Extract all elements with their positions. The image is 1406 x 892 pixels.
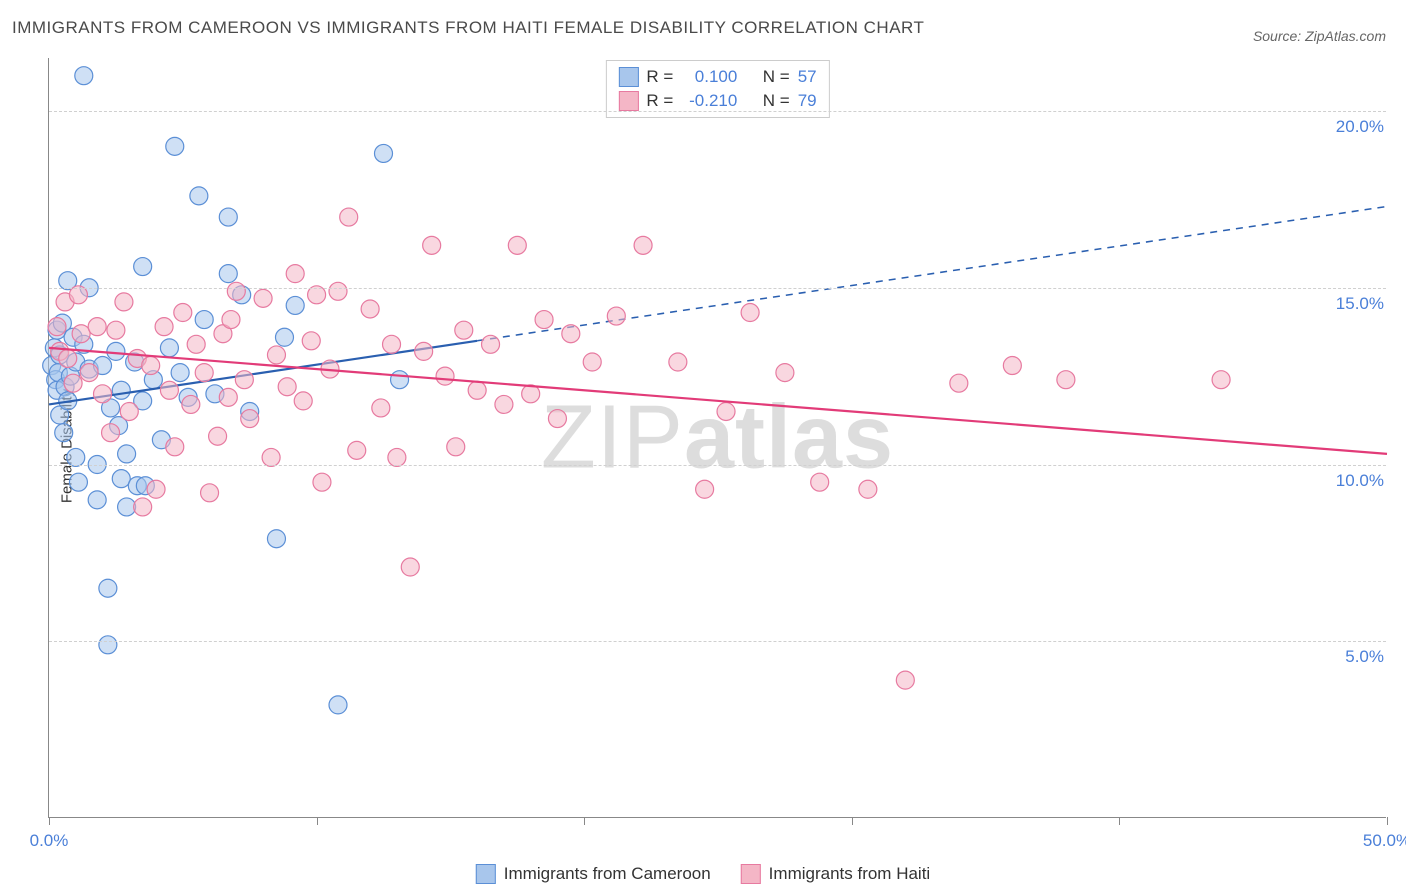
- legend-label: Immigrants from Cameroon: [504, 864, 711, 884]
- ytick-label: 20.0%: [1336, 117, 1388, 137]
- chart-title: IMMIGRANTS FROM CAMEROON VS IMMIGRANTS F…: [12, 18, 924, 38]
- source-label: Source: ZipAtlas.com: [1253, 28, 1386, 44]
- legend-row-haiti: R = -0.210 N = 79: [618, 89, 816, 113]
- legend-row-cameroon: R = 0.100 N = 57: [618, 65, 816, 89]
- bottom-legend: Immigrants from Cameroon Immigrants from…: [476, 864, 930, 884]
- n-value-haiti: 79: [798, 89, 817, 113]
- n-value-cameroon: 57: [798, 65, 817, 89]
- gridline: [49, 288, 1386, 289]
- ytick-label: 15.0%: [1336, 294, 1388, 314]
- xtick: [49, 817, 50, 825]
- plot-area: ZIPatlas R = 0.100 N = 57 R = -0.210 N =…: [48, 58, 1386, 818]
- gridline: [49, 641, 1386, 642]
- swatch-haiti: [741, 864, 761, 884]
- xtick: [584, 817, 585, 825]
- n-label: N =: [763, 89, 790, 113]
- gridline: [49, 465, 1386, 466]
- swatch-cameroon: [476, 864, 496, 884]
- legend-label: Immigrants from Haiti: [769, 864, 931, 884]
- r-value-haiti: -0.210: [681, 89, 737, 113]
- xtick: [1119, 817, 1120, 825]
- xtick: [1387, 817, 1388, 825]
- legend-item-haiti: Immigrants from Haiti: [741, 864, 931, 884]
- ytick-label: 5.0%: [1345, 647, 1388, 667]
- n-label: N =: [763, 65, 790, 89]
- chart-svg: [49, 58, 1386, 817]
- swatch-cameroon: [618, 67, 638, 87]
- xtick-label: 0.0%: [30, 831, 69, 851]
- ytick-label: 10.0%: [1336, 471, 1388, 491]
- gridline: [49, 111, 1386, 112]
- r-value-cameroon: 0.100: [681, 65, 737, 89]
- swatch-haiti: [618, 91, 638, 111]
- xtick-label: 50.0%: [1363, 831, 1406, 851]
- r-label: R =: [646, 89, 673, 113]
- xtick: [317, 817, 318, 825]
- xtick: [852, 817, 853, 825]
- r-label: R =: [646, 65, 673, 89]
- legend-item-cameroon: Immigrants from Cameroon: [476, 864, 711, 884]
- legend-stats: R = 0.100 N = 57 R = -0.210 N = 79: [605, 60, 829, 118]
